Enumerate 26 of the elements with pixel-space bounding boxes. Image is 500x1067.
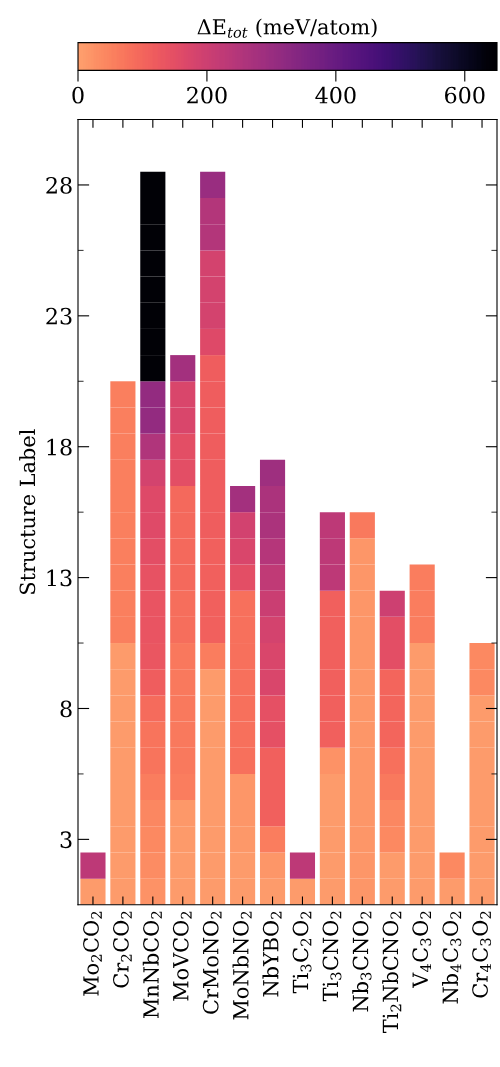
x-tick-label: V$_{4}$C$_{3}$O$_{2}$ xyxy=(412,911,432,989)
y-tick-label: 3 xyxy=(60,831,72,849)
x-tick-label: CrMoNO$_{2}$ xyxy=(202,911,222,1014)
color-bar-title: ΔE$_{tot}$ (meV/atom) xyxy=(197,18,377,38)
x-tick-label: NbYBO$_{2}$ xyxy=(262,911,282,997)
color-bar-label: 400 xyxy=(315,86,356,104)
x-tick-label: MnNbCO$_{2}$ xyxy=(142,911,162,1019)
y-tick-label: 28 xyxy=(46,176,72,194)
y-tick-label: 13 xyxy=(47,569,72,587)
x-tick-label: Cr$_{4}$C$_{3}$O$_{2}$ xyxy=(472,911,492,998)
x-tick-label: Nb$_{3}$CNO$_{2}$ xyxy=(352,911,372,1012)
y-axis-title: Structure Label xyxy=(19,429,36,594)
color-bar-label: 0 xyxy=(72,86,84,104)
y-tick-label: 8 xyxy=(60,700,72,718)
x-tick-label: MoVCO$_{2}$ xyxy=(172,911,192,1001)
color-bar-label: 600 xyxy=(445,86,485,104)
x-tick-label: Ti$_{3}$CNO$_{2}$ xyxy=(322,911,342,1002)
y-tick-label: 18 xyxy=(47,438,72,456)
x-tick-label: Ti$_{2}$NbCNO$_{2}$ xyxy=(382,911,402,1034)
x-tick-label: Nb$_{4}$C$_{3}$O$_{2}$ xyxy=(442,911,462,1004)
x-tick-label: MoNbNO$_{2}$ xyxy=(232,911,252,1020)
x-tick-label: Cr$_{2}$CO$_{2}$ xyxy=(113,911,132,988)
x-tick-label: Ti$_{3}$C$_{2}$O$_{2}$ xyxy=(292,911,312,994)
y-tick-label: 23 xyxy=(46,307,72,325)
color-bar-label: 200 xyxy=(187,86,227,104)
x-tick-label: Mo$_{2}$CO$_{2}$ xyxy=(83,911,102,996)
